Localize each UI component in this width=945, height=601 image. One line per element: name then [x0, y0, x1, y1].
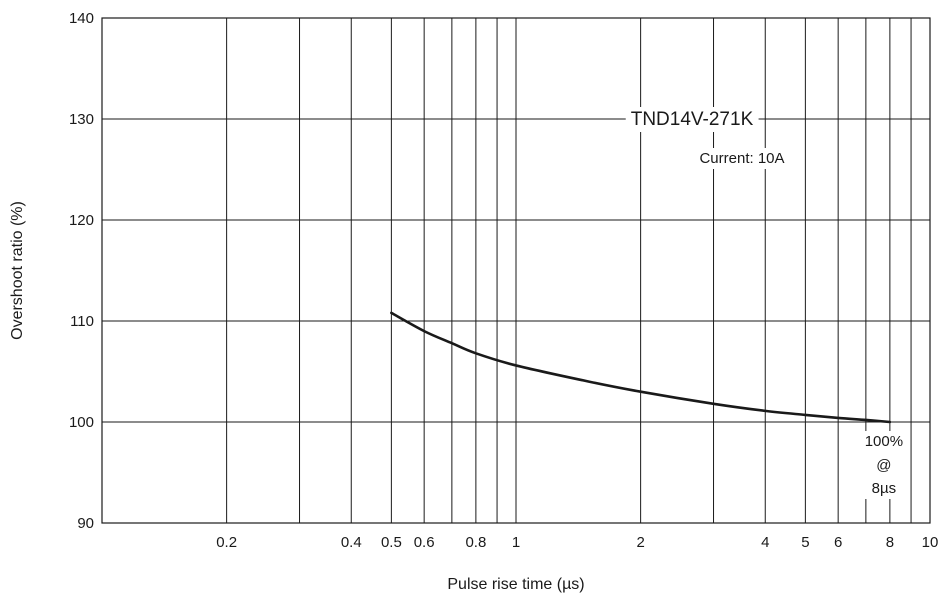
x-tick-label: 0.8 [465, 534, 486, 551]
y-tick-label: 120 [69, 212, 94, 229]
x-tick-label: 6 [834, 534, 842, 551]
x-tick-label: 0.4 [341, 534, 362, 551]
x-tick-label: 0.5 [381, 534, 402, 551]
series-label-background [625, 107, 759, 132]
series-layer [390, 311, 892, 424]
x-tick-label: 8 [886, 534, 894, 551]
plot-frame [101, 17, 931, 524]
series-line [390, 311, 892, 424]
y-axis-ticks: 90 100 110 120 130 140 [69, 10, 94, 532]
y-tick-label: 90 [77, 515, 94, 532]
grid [102, 17, 931, 524]
y-tick-label: 110 [70, 313, 94, 330]
x-tick-label: 10 [922, 534, 939, 551]
x-tick-label: 4 [761, 534, 769, 551]
y-axis-title: Overshoot ratio (%) [9, 201, 26, 340]
y-tick-label: 100 [69, 414, 94, 431]
reference-label-at: @ [876, 457, 891, 474]
x-tick-label: 2 [636, 534, 644, 551]
x-tick-label: 0.6 [414, 534, 435, 551]
y-tick-label: 130 [69, 111, 94, 128]
reference-label-percent: 100% [865, 433, 903, 450]
x-tick-label: 5 [801, 534, 809, 551]
annotations: TND14V-271K Current: 10A 100% @ 8µs [625, 107, 909, 499]
reference-label-background [859, 431, 909, 499]
condition-label: Current: 10A [699, 150, 784, 167]
plot-border [101, 17, 931, 524]
x-axis-ticks: 0.2 0.4 0.5 0.6 0.8 1 2 4 5 6 8 10 [216, 534, 938, 551]
series-label: TND14V-271K [631, 109, 754, 130]
x-tick-label: 1 [512, 534, 520, 551]
y-tick-label: 140 [69, 10, 94, 27]
x-axis-title: Pulse rise time (µs) [447, 576, 584, 593]
reference-label-time: 8µs [872, 480, 897, 497]
condition-label-background [694, 148, 790, 169]
x-tick-label: 0.2 [216, 534, 237, 551]
